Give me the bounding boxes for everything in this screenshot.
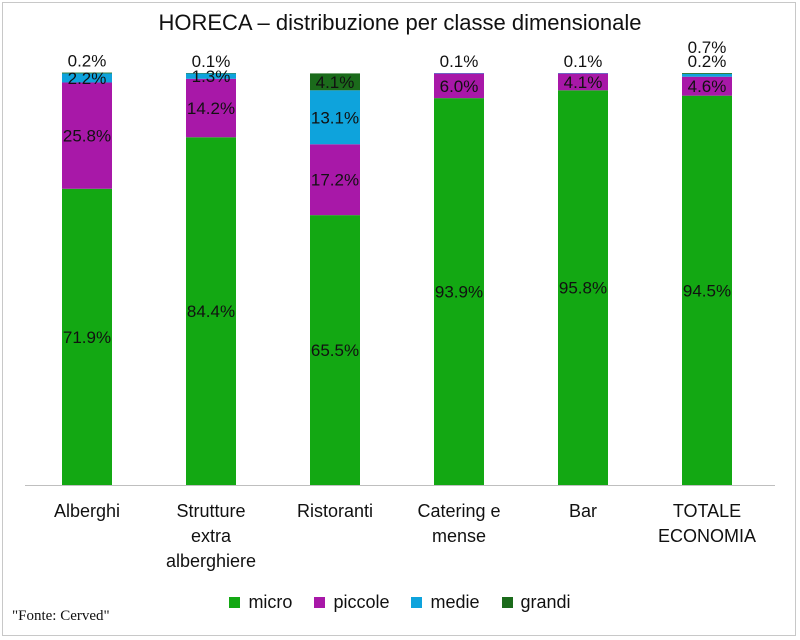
data-label-piccole-3: 6.0% [440, 77, 479, 96]
bar-micro-2 [310, 215, 360, 485]
category-label-1-0: Strutture [176, 501, 245, 521]
legend-label-piccole: piccole [333, 592, 390, 612]
data-label-micro-2: 65.5% [311, 341, 359, 360]
data-label-piccole-1: 14.2% [187, 99, 235, 118]
data-label-micro-4: 95.8% [559, 279, 607, 298]
legend-item-grandi: grandi [501, 592, 571, 613]
legend-label-grandi: grandi [520, 592, 571, 612]
legend: micro piccole medie grandi [0, 592, 800, 613]
data-label-micro-5: 94.5% [683, 281, 731, 300]
legend-label-medie: medie [430, 592, 480, 612]
bar-micro-1 [186, 137, 236, 485]
data-label-micro-3: 93.9% [435, 283, 483, 302]
data-label-micro-0: 71.9% [63, 328, 111, 347]
bar-piccole-3 [434, 73, 484, 99]
category-label-3-0: Catering e [417, 501, 500, 521]
data-label-grandi-0: 0.2% [68, 52, 107, 71]
bar-piccole-2 [310, 144, 360, 216]
data-label-grandi-5: 0.2% [688, 52, 727, 71]
legend-item-micro: micro [229, 592, 292, 613]
bar-piccole-0 [62, 82, 112, 189]
legend-swatch-piccole [314, 597, 326, 608]
legend-item-medie: medie [411, 592, 480, 613]
data-label-medie-0: 2.2% [68, 69, 107, 88]
bar-medie-0 [62, 73, 112, 83]
data-label-piccole-5: 4.6% [688, 77, 727, 96]
legend-swatch-medie [411, 597, 423, 608]
category-label-5-0: TOTALE [673, 501, 741, 521]
category-label-3-1: mense [432, 526, 486, 546]
legend-item-piccole: piccole [314, 592, 389, 613]
bar-piccole-1 [186, 78, 236, 138]
bar-grandi-0 [62, 72, 112, 74]
category-label-5-1: ECONOMIA [658, 526, 756, 546]
data-label-piccole-0: 25.8% [63, 127, 111, 146]
category-label-0-0: Alberghi [54, 501, 120, 521]
legend-swatch-micro [229, 597, 241, 608]
bar-grandi-2 [310, 73, 360, 91]
bar-grandi-5 [682, 73, 732, 74]
legend-swatch-grandi [501, 597, 513, 608]
data-label-piccole-4: 4.1% [564, 73, 603, 92]
category-label-4-0: Bar [569, 501, 597, 521]
data-label-medie-5: 0.7% [688, 38, 727, 57]
data-label-medie-4: 0.1% [564, 52, 603, 71]
category-label-1-2: alberghiere [166, 551, 256, 571]
category-label-1-1: extra [191, 526, 232, 546]
data-label-medie-1: 1.3% [192, 67, 231, 86]
chart-title: HORECA – distribuzione per classe dimens… [158, 10, 642, 35]
bar-micro-3 [434, 98, 484, 486]
bar-medie-5 [682, 73, 732, 77]
bar-medie-2 [310, 90, 360, 145]
data-label-medie-3: 0.1% [440, 52, 479, 71]
bar-medie-1 [186, 73, 236, 79]
category-label-2-0: Ristoranti [297, 501, 373, 521]
data-label-grandi-1: 0.1% [192, 52, 231, 71]
data-label-piccole-2: 17.2% [311, 171, 359, 190]
data-label-medie-2: 13.1% [311, 108, 359, 127]
source-note: "Fonte: Cerved" [12, 608, 110, 624]
data-label-grandi-2: 4.1% [316, 73, 355, 92]
bar-piccole-5 [682, 76, 732, 96]
legend-label-micro: micro [248, 592, 293, 612]
data-label-micro-1: 84.4% [187, 302, 235, 321]
bar-micro-5 [682, 95, 732, 485]
bar-micro-0 [62, 188, 112, 485]
bar-micro-4 [558, 90, 608, 485]
bar-piccole-4 [558, 73, 608, 91]
